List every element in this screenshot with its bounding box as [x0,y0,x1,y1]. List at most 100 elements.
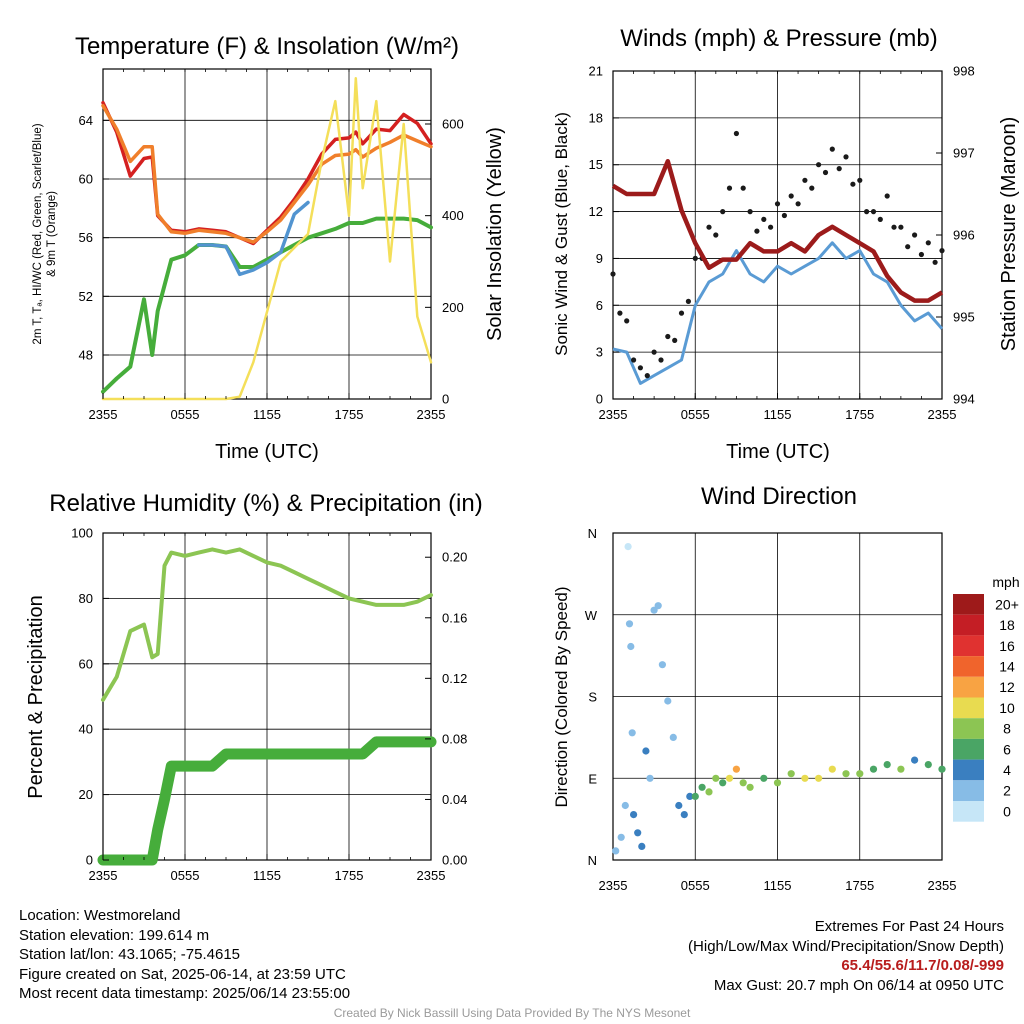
temperature-ylabel-right: Solar Insolation (Yellow) [484,127,506,341]
y-tick-label: W [585,608,598,623]
direction-point [675,801,683,810]
gust-point [816,162,822,168]
gust-point [891,224,897,230]
colorbar-swatch [953,738,984,760]
direction-point [739,779,747,787]
gust-point [665,333,671,340]
gust-point [610,271,616,277]
gust-point [925,240,931,246]
colorbar-label: 16 [999,638,1015,654]
direction-point [725,774,734,782]
gust-point [692,255,698,261]
direction-point [856,770,864,778]
humidity-grid [103,533,431,860]
direction-point [646,774,654,782]
colorbar-swatch [953,780,984,801]
colorbar-swatch [953,697,984,719]
gust-point [672,337,678,343]
y-left-tick-label: 60 [79,656,93,671]
y-right-tick-label: 0.20 [442,550,467,565]
y-tick-label: N [588,853,597,868]
y-right-tick-label: 0.00 [442,853,467,868]
y-left-tick-label: 80 [79,591,93,606]
series-line [97,736,437,866]
temperature-xlabel: Time (UTC) [215,441,319,463]
colorbar-swatch [953,594,984,615]
y-right-tick-label: 0 [442,392,449,407]
gust-point [864,209,870,215]
gust-point [733,130,740,137]
direction-point [621,801,629,810]
x-tick-label: 1155 [764,878,792,893]
direction-points [612,543,946,855]
gust-point [870,209,877,215]
colorbar-label: 2 [1003,783,1011,799]
direction-point [630,811,638,819]
x-tick-label: 2355 [928,407,957,422]
temperature-grid [103,69,431,399]
gust-point [747,209,753,215]
gust-point [884,193,890,199]
y-right-tick-label: 200 [442,300,464,315]
direction-point [712,774,720,782]
y-right-tick-label: 600 [442,117,464,132]
direction-point [842,770,850,778]
x-tick-label: 1755 [335,868,364,883]
gust-point [768,224,774,230]
y-right-tick-label: 995 [953,310,975,325]
winds-grid [613,71,942,399]
direction-point [628,729,636,737]
direction-point [658,661,667,669]
x-tick-label: 0555 [171,407,200,422]
y-left-tick-label: 12 [589,204,603,219]
colorbar-swatch [953,718,984,739]
direction-point [654,602,662,610]
y-left-tick-label: 3 [596,345,603,360]
humidity-ticks: 2355 0555 1155 1755 23550204060801000.000.04… [71,526,467,884]
temperature-ticks: 2355 0555 1155 1755 2355 48 52 56 60 64 0 200 400 600 [79,69,464,422]
direction-ylabel-left: Direction (Colored By Speed) [552,586,571,807]
direction-point [698,783,706,791]
y-right-tick-label: 0.04 [442,792,467,807]
direction-point [938,765,946,773]
y-right-tick-label: 400 [442,208,464,223]
station-location: Location: Westmoreland [19,907,181,924]
y-tick-label: S [588,690,597,705]
y-right-tick-label: 0.08 [442,731,467,746]
direction-point [732,765,741,773]
temperature-panel: Temperature (F) & Insolation (W/m²) 2355… [32,33,506,463]
extremes-heading: Extremes For Past 24 Hours [814,918,1004,935]
y-left-tick-label: 40 [79,722,93,737]
direction-point [691,792,699,801]
temperature-ylabel-left-2: & 9m T (Orange) [46,191,58,277]
series-line [101,103,433,244]
gust-point [754,228,760,234]
direction-point [815,774,823,782]
gust-point [939,248,945,254]
humidity-title: Relative Humidity (%) & Precipitation (i… [49,490,482,517]
direction-grid [613,533,942,860]
pressure-line [611,158,944,303]
gust-point [850,181,856,187]
colorbar-swatch [953,801,984,822]
direction-point [705,788,713,796]
x-tick-label: 2355 [89,407,118,422]
x-tick-label: 0555 [681,878,710,893]
direction-point [625,620,634,628]
colorbar-swatch [953,676,984,698]
y-right-tick-label: 994 [953,392,975,407]
y-left-tick-label: 100 [71,526,93,541]
colorbar-swatch [953,614,984,636]
x-tick-label: 2355 [417,407,446,422]
gust-point [713,232,719,238]
station-elevation: Station elevation: 199.614 m [19,926,210,944]
direction-point [746,783,754,791]
gust-point [932,259,938,265]
sonic-wind-line [612,241,944,385]
gust-point [761,216,767,222]
winds-ylabel-left: Sonic Wind & Gust (Blue, Black) [552,112,571,356]
x-tick-label: 1755 [845,878,874,893]
y-right-tick-label: 996 [953,228,975,243]
colorbar-label: 8 [1003,721,1011,737]
direction-point [911,756,919,764]
